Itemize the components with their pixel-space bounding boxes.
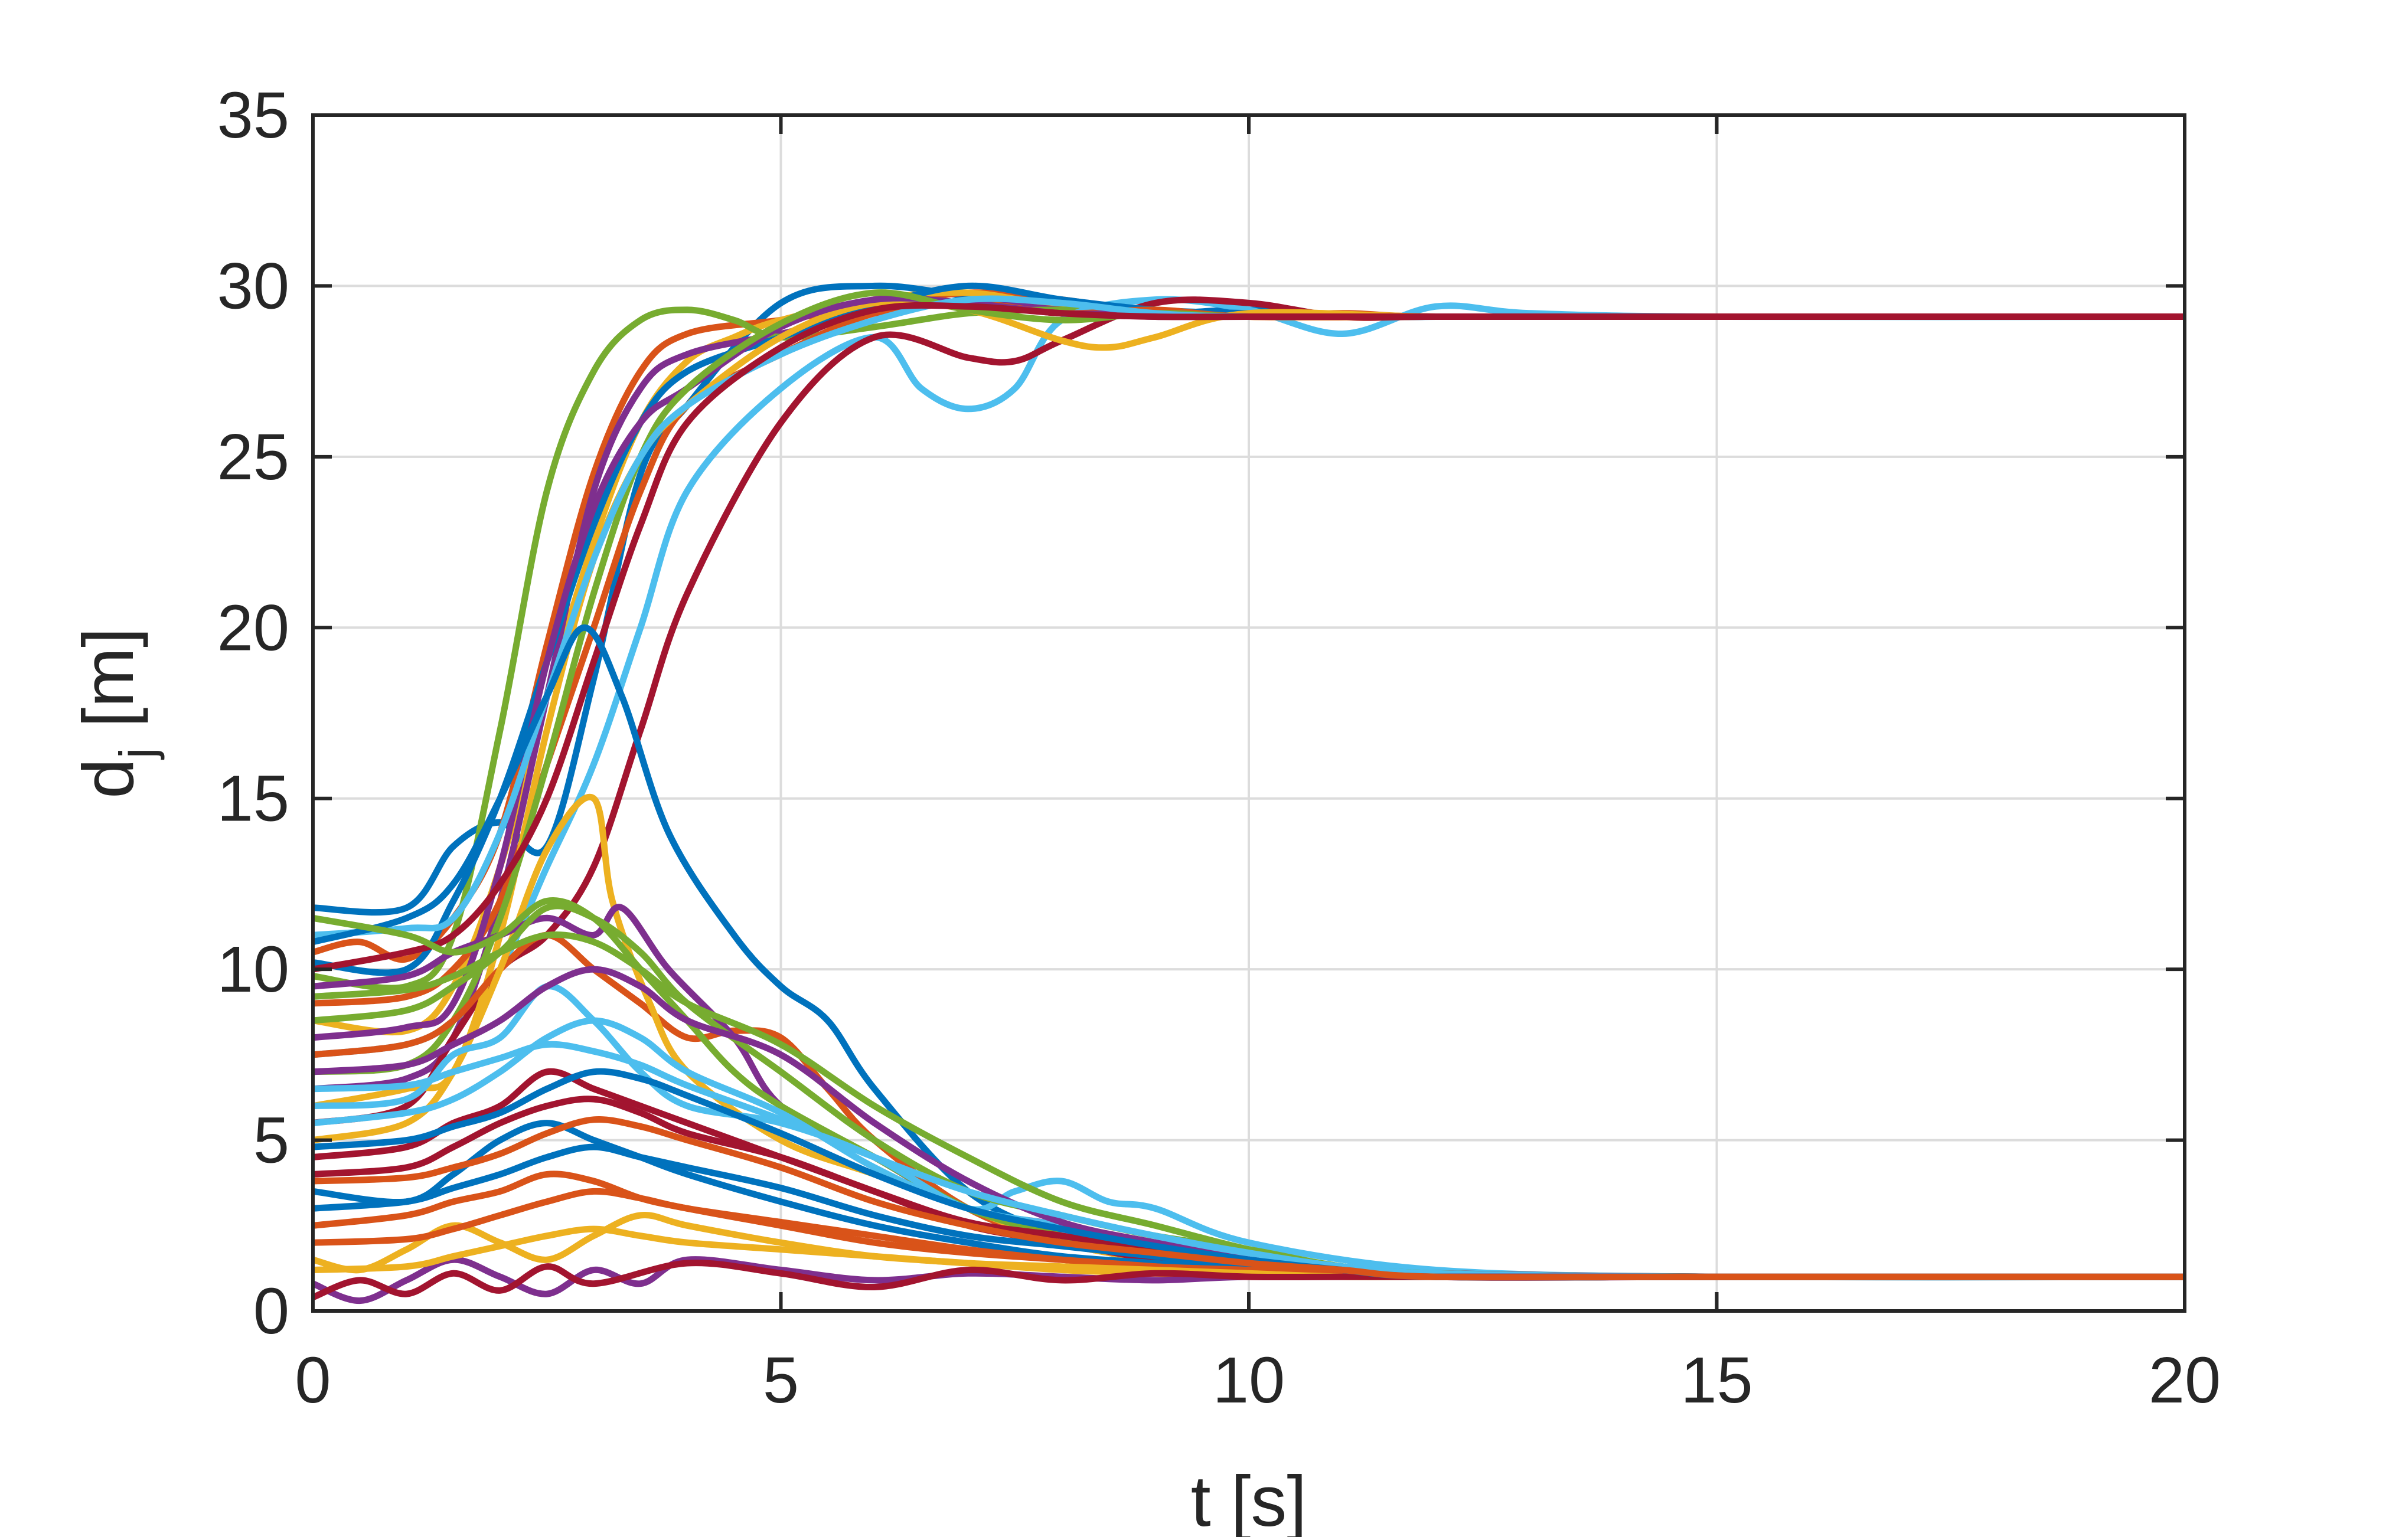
y-tick-label: 20 [217,591,289,664]
y-tick-label: 5 [253,1104,289,1177]
x-tick-label: 0 [295,1344,331,1417]
y-axis-label-subscript: j [109,747,165,760]
y-tick-labels: 0 5 10 15 20 25 30 35 [217,79,289,1348]
x-tick-label: 5 [763,1344,799,1417]
y-tick-label: 25 [217,421,289,493]
x-tick-label: 20 [2149,1344,2221,1417]
y-axis-label: dj [m] [68,627,165,799]
x-tick-label: 15 [1680,1344,1752,1417]
y-tick-label: 0 [253,1275,289,1348]
x-tick-labels: 0 5 10 15 20 [295,1344,2221,1417]
y-tick-label: 30 [217,250,289,322]
axis-ticks [311,113,2186,1313]
y-axis-label-unit: [m] [68,627,148,747]
y-tick-label: 10 [217,933,289,1006]
series-line [313,296,2185,1058]
y-tick-label: 35 [217,79,289,152]
y-tick-label: 15 [217,763,289,835]
series-line [313,1116,2185,1281]
x-tick-label: 10 [1213,1344,1285,1417]
y-axis-label-main: d [68,758,148,799]
series-lines [313,282,2185,1304]
series-line [313,302,2185,973]
x-axis-label: t [s] [1191,1461,1307,1537]
